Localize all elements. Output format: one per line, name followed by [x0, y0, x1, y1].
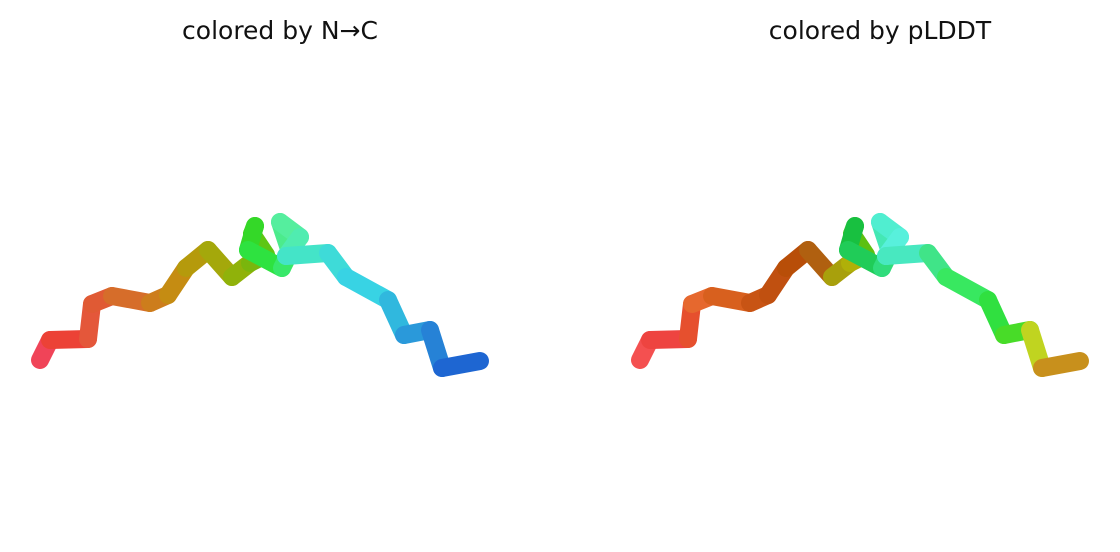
backbone-trace: [631, 213, 1089, 377]
backbone-segment: [433, 352, 489, 377]
panel-plddt: colored by pLDDT: [600, 0, 1120, 552]
panel-title: colored by pLDDT: [768, 16, 992, 45]
panel-n-to-c: colored by N→C: [31, 16, 489, 377]
backbone-segment: [1033, 352, 1089, 377]
panel-title: colored by N→C: [182, 16, 378, 45]
backbone-trace: [31, 213, 489, 377]
